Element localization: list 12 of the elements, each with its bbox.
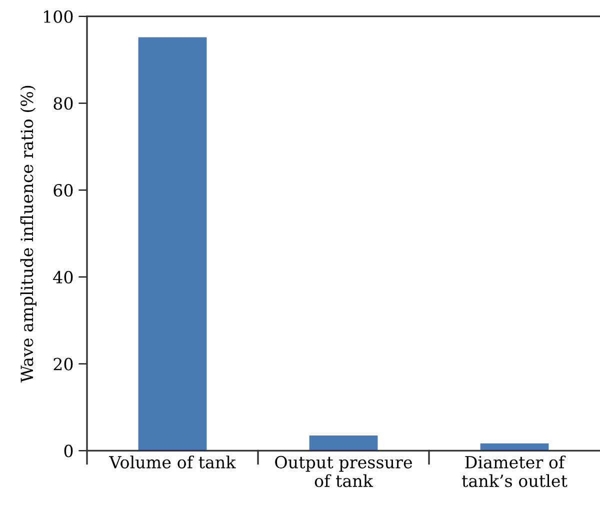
y-tick-label: 0 xyxy=(64,444,73,458)
y-tick-label: 100 xyxy=(44,10,73,23)
x-tick-label: Output pressure of tank xyxy=(275,456,412,488)
bar xyxy=(138,37,207,451)
bar xyxy=(309,436,378,451)
y-tick-label: 20 xyxy=(54,358,73,370)
x-tick-label: Volume of tank xyxy=(109,456,236,468)
y-tick-label: 60 xyxy=(54,184,73,197)
x-tick-label: Diameter of tank’s outlet xyxy=(462,456,568,488)
y-axis-title: Wave amplitude influence ratio (%) xyxy=(20,86,36,382)
y-tick-label: 80 xyxy=(54,97,73,110)
y-tick-label: 40 xyxy=(53,270,73,284)
